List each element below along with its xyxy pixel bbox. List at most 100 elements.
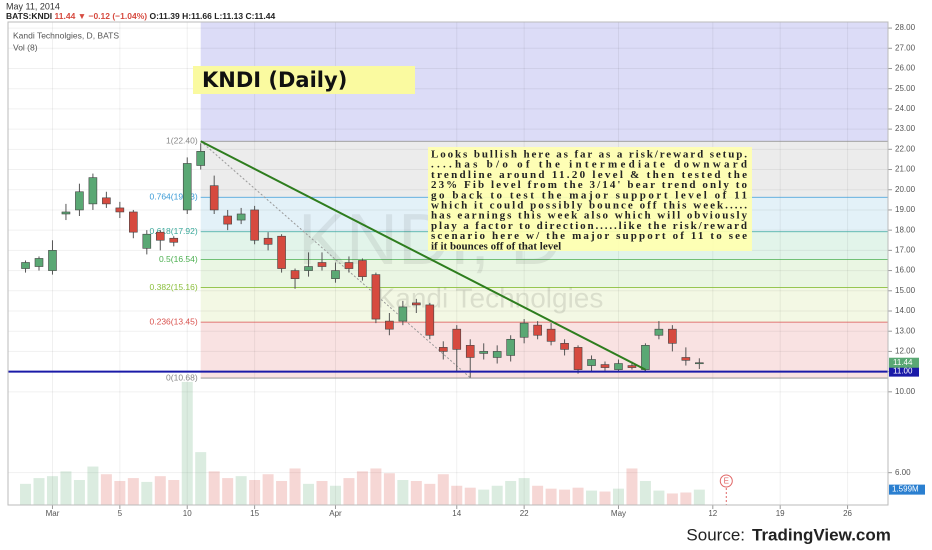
x-tick-label: 15 — [250, 509, 259, 518]
candle-body — [385, 320, 394, 330]
volume-bar — [222, 478, 234, 505]
candle-body — [506, 338, 515, 356]
volume-bar — [154, 476, 166, 505]
x-tick-label: 12 — [708, 509, 717, 518]
volume-bar — [356, 471, 368, 505]
date: May 11, 2014 — [6, 1, 60, 11]
candle-body — [48, 250, 57, 271]
volume-bar — [343, 478, 355, 505]
y-tick-label: 14.00 — [895, 306, 916, 315]
candle-body — [263, 237, 273, 245]
y-tick-label: 23.00 — [895, 124, 916, 133]
volume-label: 1.599M — [892, 485, 919, 494]
x-tick-label: May — [611, 509, 626, 518]
fib-label: 1(22.40) — [166, 135, 198, 145]
volume-bar — [383, 473, 395, 505]
candle-body — [573, 347, 583, 370]
candle-body — [21, 262, 30, 269]
volume-bar — [114, 480, 126, 505]
x-tick-label: 14 — [452, 509, 461, 518]
candle-body — [654, 328, 664, 336]
low: L:11.13 — [214, 11, 243, 21]
volume-tag — [889, 484, 925, 495]
candle-body — [102, 197, 111, 205]
volume-bar — [370, 468, 382, 505]
volume-bar — [572, 487, 584, 505]
volume-bar — [505, 480, 517, 505]
volume-bar — [532, 485, 544, 505]
y-tick-label: 26.00 — [895, 64, 916, 73]
candle-body — [668, 328, 677, 344]
candle-body — [546, 328, 556, 342]
volume-bar — [680, 492, 692, 505]
last-price-tag — [889, 357, 919, 368]
fib-label: 0.236(13.45) — [150, 316, 198, 326]
support-label: 11.00 — [893, 367, 913, 376]
volume-bar — [599, 491, 611, 505]
volume-bar — [329, 485, 341, 505]
volume-bar — [303, 483, 315, 505]
fib-zone — [200, 322, 888, 379]
annotation-line: which it could possibly bounce off this … — [431, 200, 747, 212]
volume-bar — [626, 468, 638, 505]
volume-legend: Vol (8) — [13, 42, 38, 52]
plot-frame — [7, 21, 889, 506]
candle-body — [695, 362, 704, 365]
volume-bar — [464, 487, 476, 505]
last-price-label: 11.44 — [893, 358, 913, 367]
candle-body — [614, 363, 623, 370]
fib-zone — [200, 259, 888, 288]
annotation-line: has earnings this week also which will o… — [431, 210, 748, 222]
candle-body — [412, 302, 421, 306]
y-tick-label: 24.00 — [895, 104, 916, 113]
volume-bar — [518, 478, 530, 505]
volume-bar — [235, 476, 247, 505]
volume-bar — [437, 474, 449, 505]
close: C:11.44 — [245, 11, 275, 21]
volume-bar — [208, 471, 220, 505]
y-tick-label: 20.00 — [895, 185, 916, 194]
volume-bar — [127, 478, 139, 505]
volume-bar — [478, 489, 490, 505]
volume-bar — [424, 483, 436, 505]
volume-bar — [20, 483, 32, 505]
volume-bar — [639, 480, 651, 505]
candle-body — [681, 357, 691, 361]
y-tick-label: 15.00 — [895, 286, 916, 295]
volume-bar — [100, 474, 112, 505]
fib-label: 0.618(17.92) — [150, 226, 198, 236]
candle-body — [452, 328, 462, 350]
candle-body — [398, 306, 408, 322]
y-tick-label: 25.00 — [895, 84, 916, 93]
volume-bar — [87, 466, 99, 505]
volume-bar — [559, 489, 571, 505]
volume-bar — [60, 471, 72, 505]
trendline — [200, 140, 646, 371]
candle-body — [331, 270, 340, 279]
candle-body — [290, 270, 300, 279]
candle-body — [317, 262, 327, 267]
candle-body — [155, 231, 165, 241]
candle-body — [61, 211, 71, 215]
x-tick-label: Mar — [46, 509, 60, 518]
fib-label: 0(10.68) — [166, 372, 198, 382]
candle-body — [250, 209, 259, 241]
title: KNDI (Daily) — [202, 68, 347, 92]
candle-body — [358, 260, 367, 277]
volume-bar — [249, 480, 261, 505]
earnings-marker — [719, 474, 733, 488]
fib-label: 0.5(16.54) — [159, 254, 198, 264]
volume-bar — [141, 481, 153, 505]
source-brand: TradingView.com — [752, 525, 891, 544]
change: −0.12 (−1.04%) — [88, 11, 147, 21]
volume-bar — [451, 485, 463, 505]
y-tick-label: 6.00 — [895, 468, 911, 477]
fib-label: 0.764(19.63) — [150, 191, 198, 201]
title-box — [193, 66, 415, 94]
source: Source: — [686, 525, 745, 544]
volume-bar — [316, 480, 328, 505]
candle-body — [304, 266, 313, 271]
x-tick-label: 26 — [843, 509, 852, 518]
volume-bar — [181, 381, 193, 505]
